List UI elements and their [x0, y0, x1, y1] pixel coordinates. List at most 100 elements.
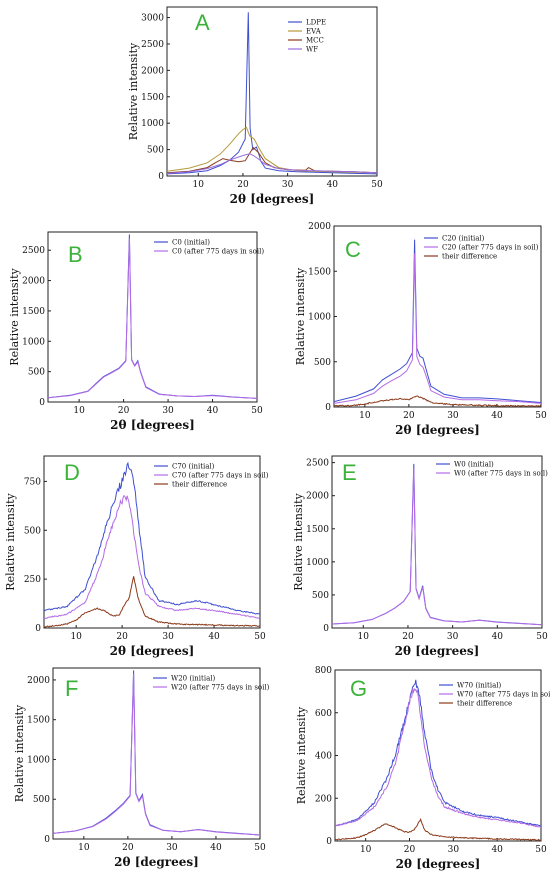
x-tick-label: 30	[162, 632, 174, 642]
x-tick-label: 50	[251, 406, 263, 416]
series-line	[335, 817, 541, 841]
x-tick-label: 10	[359, 411, 371, 421]
y-tick-label: 500	[147, 146, 164, 156]
y-axis-label: Relative intensity	[295, 706, 308, 804]
y-tick-label: 1500	[22, 307, 45, 317]
legend-label: C70 (initial)	[172, 463, 215, 471]
x-tick-label: 50	[536, 632, 548, 642]
y-tick-label: 0	[326, 837, 332, 847]
legend-label: C0 (after 775 days in soil)	[172, 248, 264, 256]
y-tick-label: 2500	[141, 40, 164, 50]
y-tick-label: 0	[35, 624, 41, 634]
series-line	[167, 153, 377, 174]
y-tick-label: 500	[24, 526, 41, 536]
series-line	[334, 395, 541, 407]
x-tick-label: 20	[402, 632, 414, 642]
series-line	[53, 670, 260, 836]
legend-label: C70 (after 775 days in soil)	[172, 472, 269, 480]
legend-label: EVA	[306, 28, 322, 36]
y-tick-label: 2000	[22, 277, 45, 287]
y-tick-label: 800	[315, 666, 332, 676]
series-line	[335, 687, 541, 828]
y-tick-label: 500	[28, 368, 45, 378]
x-tick-label: 40	[492, 632, 504, 642]
y-axis-label: Relative intensity	[294, 267, 307, 365]
y-tick-label: 1500	[141, 93, 164, 103]
plot-frame	[47, 231, 258, 403]
legend-label: their difference	[172, 481, 227, 489]
y-tick-label: 500	[312, 591, 329, 601]
plot-frame	[52, 667, 261, 840]
legend-label: W0 (after 775 days in soil)	[454, 470, 548, 478]
y-tick-label: 2000	[141, 66, 164, 76]
series-line	[48, 238, 257, 399]
series-line	[335, 679, 541, 827]
y-tick-label: 500	[314, 358, 331, 368]
x-tick-label: 40	[327, 180, 339, 190]
x-tick-label: 10	[78, 843, 90, 853]
y-tick-label: 600	[315, 709, 332, 719]
plot-frame	[331, 455, 543, 629]
x-tick-label: 50	[535, 845, 547, 855]
x-tick-label: 50	[254, 843, 266, 853]
legend-label: their difference	[457, 700, 512, 708]
y-tick-label: 400	[315, 752, 332, 762]
y-tick-label: 200	[315, 794, 332, 804]
y-tick-label: 500	[33, 795, 50, 805]
y-tick-label: 750	[24, 477, 41, 487]
series-line	[44, 495, 260, 619]
y-tick-label: 0	[158, 172, 164, 182]
y-tick-label: 1000	[27, 755, 50, 765]
series-line	[334, 239, 541, 403]
x-tick-label: 50	[535, 411, 547, 421]
y-tick-label: 250	[24, 575, 41, 585]
x-tick-label: 40	[207, 406, 219, 416]
legend-label: W0 (initial)	[454, 461, 494, 469]
x-axis-label: 2θ [degrees]	[395, 644, 480, 658]
x-tick-label: 30	[166, 843, 178, 853]
y-tick-label: 0	[325, 403, 331, 413]
x-tick-label: 30	[448, 845, 460, 855]
chart-panel-G: 10 20 30 40 50 0 200 400 600 800 2θ [degrees] Relat…	[295, 666, 550, 871]
y-tick-label: 1500	[27, 716, 50, 726]
legend-label: WF	[306, 46, 318, 54]
x-tick-label: 40	[491, 411, 503, 421]
x-tick-label: 30	[282, 180, 294, 190]
x-tick-label: 50	[371, 180, 383, 190]
legend-label: W20 (initial)	[171, 675, 216, 683]
legend-label: W70 (initial)	[457, 682, 502, 690]
y-tick-label: 1000	[141, 119, 164, 129]
series-line	[334, 253, 541, 404]
y-axis-label: Relative intensity	[4, 492, 17, 590]
plot-frame	[166, 6, 378, 177]
series-line	[44, 461, 260, 615]
x-axis-label: 2θ [degrees]	[396, 857, 481, 871]
legend-label: W20 (after 775 days in soil)	[171, 684, 270, 692]
series-line	[332, 467, 542, 626]
y-axis-label: Relative intensity	[8, 267, 21, 365]
plot-frame	[333, 225, 542, 408]
x-tick-label: 10	[70, 632, 82, 642]
panel-label: B	[68, 242, 83, 267]
x-tick-label: 10	[193, 180, 205, 190]
x-tick-label: 20	[122, 843, 134, 853]
panel-label: D	[64, 460, 80, 485]
y-tick-label: 2000	[27, 676, 50, 686]
x-tick-label: 30	[162, 406, 174, 416]
y-tick-label: 0	[323, 624, 329, 634]
series-line	[167, 126, 377, 174]
y-tick-label: 2500	[306, 459, 329, 469]
x-axis-label: 2θ [degrees]	[395, 423, 480, 437]
y-tick-label: 1500	[308, 267, 331, 277]
x-axis-label: 2θ [degrees]	[114, 855, 199, 869]
y-tick-label: 0	[39, 398, 45, 408]
x-axis-label: 2θ [degrees]	[230, 192, 315, 206]
panel-label: C	[345, 237, 361, 262]
y-tick-label: 3000	[141, 14, 164, 24]
plot-frame	[43, 455, 261, 629]
x-tick-label: 40	[208, 632, 220, 642]
y-tick-label: 1000	[308, 313, 331, 323]
